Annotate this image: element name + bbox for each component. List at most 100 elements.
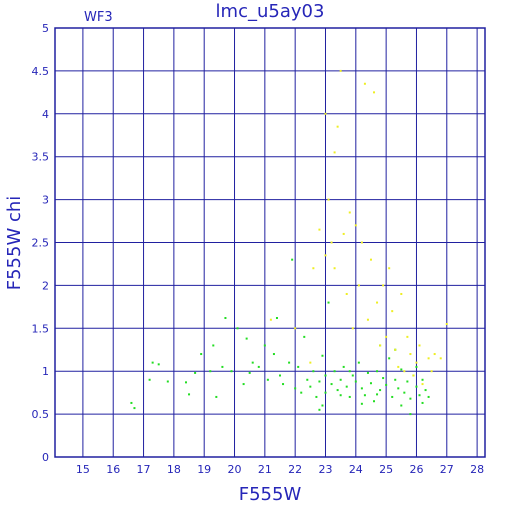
scatter-point — [415, 385, 418, 388]
scatter-point — [130, 401, 133, 404]
scatter-point — [348, 211, 351, 214]
scatter-point — [403, 391, 406, 394]
scatter-point — [327, 301, 330, 304]
scatter-point — [342, 365, 345, 368]
scatter-point — [300, 391, 303, 394]
scatter-point — [294, 327, 297, 330]
scatter-point — [382, 284, 385, 287]
y-tick-label: 3.5 — [32, 151, 50, 164]
x-tick-label: 16 — [106, 463, 120, 476]
y-tick-label: 3 — [42, 194, 49, 207]
scatter-point — [224, 317, 227, 320]
scatter-point — [366, 371, 369, 374]
scatter-point — [315, 395, 318, 398]
scatter-point — [397, 387, 400, 390]
scatter-point — [166, 380, 169, 383]
scatter-point — [430, 370, 433, 373]
scatter-point — [409, 353, 412, 356]
x-tick-label: 17 — [137, 463, 151, 476]
scatter-point — [330, 241, 333, 244]
scatter-point — [394, 378, 397, 381]
scatter-point — [354, 380, 357, 383]
x-axis-label: F555W — [239, 484, 302, 505]
scatter-point — [345, 385, 348, 388]
scatter-point — [348, 370, 351, 373]
scatter-point — [212, 344, 215, 347]
scatter-point — [306, 378, 309, 381]
scatter-point — [439, 357, 442, 360]
scatter-point — [351, 374, 354, 377]
scatter-point — [312, 267, 315, 270]
scatter-point — [400, 292, 403, 295]
x-tick-label: 28 — [470, 463, 484, 476]
scatter-point — [406, 380, 409, 383]
scatter-point — [363, 82, 366, 85]
scatter-point — [373, 91, 376, 94]
scatter-point — [445, 323, 448, 326]
scatter-point — [297, 365, 300, 368]
scatter-point — [406, 335, 409, 338]
scatter-point — [403, 370, 406, 373]
scatter-point — [385, 335, 388, 338]
scatter-point — [357, 284, 360, 287]
scatter-point — [433, 353, 436, 356]
scatter-point — [275, 317, 278, 320]
scatter-point — [157, 363, 160, 366]
scatter-point — [133, 407, 136, 410]
scatter-point — [421, 401, 424, 404]
scatter-point — [245, 337, 248, 340]
scatter-point — [269, 318, 272, 321]
scatter-point — [336, 125, 339, 128]
x-tick-label: 15 — [76, 463, 90, 476]
scatter-point — [385, 383, 388, 386]
scatter-point — [257, 365, 260, 368]
scatter-point — [312, 370, 315, 373]
scatter-point — [351, 327, 354, 330]
scatter-point — [266, 378, 269, 381]
scatter-point — [354, 224, 357, 227]
scatter-point — [391, 310, 394, 313]
scatter-point — [357, 361, 360, 364]
scatter-point — [327, 198, 330, 201]
scatter-point — [291, 258, 294, 261]
scatter-point — [230, 370, 233, 373]
scatter-point — [209, 370, 212, 373]
scatter-point — [288, 361, 291, 364]
scatter-point — [418, 344, 421, 347]
scatter-point — [336, 389, 339, 392]
scatter-point — [360, 402, 363, 405]
scatter-point — [339, 378, 342, 381]
scatter-point — [397, 365, 400, 368]
scatter-point — [321, 404, 324, 407]
scatter-point — [412, 374, 415, 377]
scatter-point — [263, 344, 266, 347]
scatter-point — [318, 380, 321, 383]
x-tick-label: 20 — [228, 463, 242, 476]
scatter-point — [418, 394, 421, 397]
scatter-point — [151, 361, 154, 364]
scatter-point — [376, 370, 379, 373]
scatter-point — [188, 393, 191, 396]
scatter-point — [248, 371, 251, 374]
x-tick-label: 19 — [197, 463, 211, 476]
scatter-point — [376, 393, 379, 396]
scatter-point — [324, 391, 327, 394]
y-tick-label: 0 — [42, 451, 49, 464]
scatter-point — [200, 353, 203, 356]
scatter-point — [369, 258, 372, 261]
scatter-point — [236, 327, 239, 330]
x-tick-label: 23 — [318, 463, 332, 476]
scatter-point — [388, 357, 391, 360]
x-tick-label: 25 — [379, 463, 393, 476]
scatter-point — [333, 151, 336, 154]
scatter-point — [324, 254, 327, 257]
scatter-point — [421, 383, 424, 386]
scatter-point — [400, 404, 403, 407]
y-axis-label: F555W chi — [4, 196, 25, 291]
scatter-point — [376, 301, 379, 304]
scatter-point — [400, 368, 403, 371]
scatter-point — [272, 353, 275, 356]
scatter-point — [321, 354, 324, 357]
scatter-point — [318, 408, 321, 411]
